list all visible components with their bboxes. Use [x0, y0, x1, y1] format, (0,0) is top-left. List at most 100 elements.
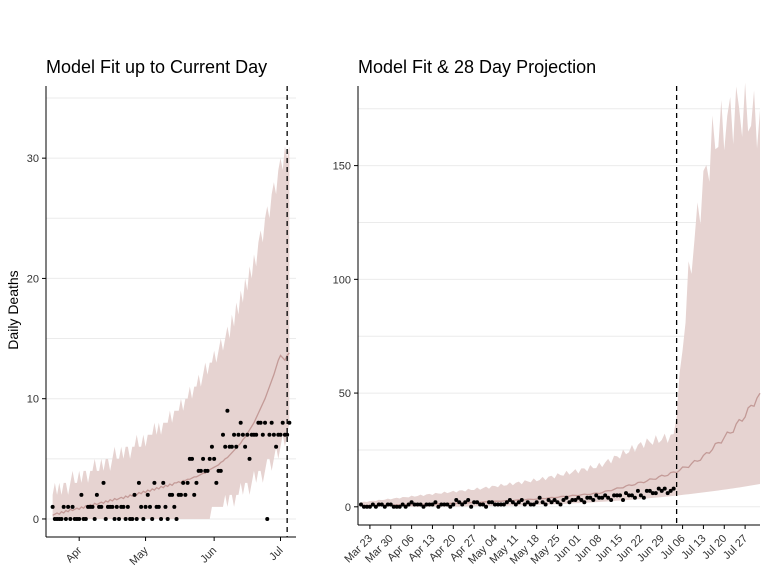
data-point	[498, 502, 503, 507]
data-point	[376, 502, 381, 507]
data-point	[163, 504, 168, 509]
y-tick-label: 0	[33, 514, 39, 526]
data-point	[373, 504, 378, 509]
data-point	[232, 432, 237, 437]
confidence-ribbon	[360, 82, 760, 507]
data-point	[112, 516, 117, 521]
grid-lines	[46, 97, 296, 520]
data-point	[123, 516, 128, 521]
data-point	[454, 497, 459, 502]
data-point	[92, 516, 97, 521]
data-point	[522, 502, 527, 507]
y-tick-label: 10	[27, 394, 39, 406]
x-tick-label: Jul	[267, 545, 285, 563]
data-point	[379, 502, 384, 507]
data-point	[121, 504, 126, 509]
data-point	[271, 432, 276, 437]
data-point	[207, 456, 212, 461]
data-point	[83, 516, 88, 521]
data-point	[585, 495, 590, 500]
ribbon-area	[360, 82, 760, 507]
data-point	[618, 493, 623, 498]
data-point	[594, 493, 599, 498]
data-point	[190, 456, 195, 461]
data-point	[588, 495, 593, 500]
data-point	[668, 488, 673, 493]
data-point	[201, 456, 206, 461]
data-point	[531, 502, 536, 507]
data-point	[63, 516, 68, 521]
data-point	[77, 516, 82, 521]
data-point	[132, 492, 137, 497]
data-point	[638, 493, 643, 498]
data-point	[606, 495, 611, 500]
data-point	[406, 502, 411, 507]
data-point	[385, 502, 390, 507]
data-point	[507, 497, 512, 502]
data-point	[265, 516, 270, 521]
data-point	[382, 504, 387, 509]
data-point	[183, 492, 188, 497]
x-tick-label: Apr	[64, 544, 85, 565]
data-point	[484, 504, 489, 509]
data-point	[540, 500, 545, 505]
data-point	[409, 500, 414, 505]
data-point	[644, 488, 649, 493]
data-point	[558, 502, 563, 507]
data-point	[460, 502, 465, 507]
data-point	[152, 480, 157, 485]
data-point	[528, 502, 533, 507]
data-point	[229, 444, 234, 449]
data-point	[418, 502, 423, 507]
y-tick-label: 30	[27, 153, 39, 165]
data-point	[546, 497, 551, 502]
data-point	[103, 516, 108, 521]
data-point	[481, 502, 486, 507]
data-point	[451, 502, 456, 507]
data-point	[59, 516, 64, 521]
data-point	[220, 432, 225, 437]
chart-title: Model Fit & 28 Day Projection	[358, 57, 596, 77]
data-point	[403, 504, 408, 509]
data-point	[66, 504, 71, 509]
data-point	[445, 502, 450, 507]
data-point	[424, 502, 429, 507]
data-point	[147, 504, 152, 509]
data-point	[647, 488, 652, 493]
chart-title: Model Fit up to Current Day	[46, 57, 267, 77]
data-point	[68, 516, 73, 521]
data-point	[125, 504, 130, 509]
data-point	[181, 480, 186, 485]
data-point	[492, 502, 497, 507]
data-point	[626, 493, 631, 498]
data-point	[364, 504, 369, 509]
data-point	[370, 502, 375, 507]
data-point	[185, 480, 190, 485]
y-tick-label: 0	[345, 502, 351, 514]
data-point	[513, 502, 518, 507]
data-point	[205, 468, 210, 473]
data-point	[442, 502, 447, 507]
data-point	[240, 432, 245, 437]
data-point	[214, 480, 219, 485]
data-point	[466, 497, 471, 502]
data-point	[433, 500, 438, 505]
y-tick-label: 50	[339, 388, 351, 400]
data-point	[501, 502, 506, 507]
data-point	[629, 493, 634, 498]
data-point	[145, 492, 150, 497]
y-tick-label: 100	[333, 274, 351, 286]
data-point	[198, 468, 203, 473]
data-point	[612, 493, 617, 498]
data-point	[632, 495, 637, 500]
y-axis-label: Daily Deaths	[5, 270, 21, 349]
data-point	[579, 497, 584, 502]
data-point	[263, 420, 268, 425]
data-point	[101, 480, 106, 485]
data-point	[99, 504, 104, 509]
data-point	[170, 492, 175, 497]
data-point	[543, 502, 548, 507]
data-point	[79, 492, 84, 497]
data-point	[285, 432, 290, 437]
data-point	[656, 486, 661, 491]
